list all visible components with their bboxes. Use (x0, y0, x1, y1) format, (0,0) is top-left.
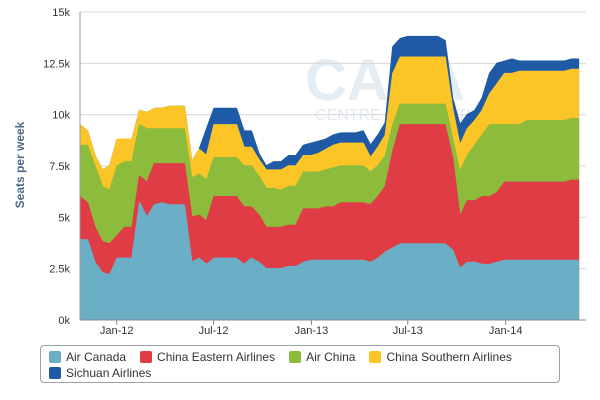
legend: Air Canada China Eastern Airlines Air Chin… (40, 345, 560, 383)
y-tick-label: 12.5k (43, 58, 70, 70)
series-line-0 (80, 202, 580, 276)
y-tick-label: 5k (58, 212, 70, 224)
legend-label: Sichuan Airlines (66, 366, 152, 380)
y-axis-label: Seats per week (13, 121, 27, 208)
legend-swatch (140, 351, 153, 363)
legend-item[interactable]: Air China (289, 349, 355, 365)
series-area-0 (80, 203, 580, 320)
y-axis-ticks: 0k 2.5k 5k 7.5k 10k 12.5k 15k (43, 7, 70, 327)
legend-item[interactable]: China Eastern Airlines (140, 349, 275, 365)
legend-item[interactable]: China Southern Airlines (369, 349, 512, 365)
x-axis-ticks: Jan-12 Jul-12 Jan-13 Jul-13 Jan-14 (100, 320, 523, 337)
x-tick-label: Jan-14 (489, 325, 523, 337)
legend-swatch (369, 351, 382, 363)
axes (79, 12, 586, 321)
y-tick-label: 7.5k (49, 161, 70, 173)
y-tick-label: 2.5k (49, 264, 70, 276)
series-line-2 (80, 103, 580, 192)
legend-swatch (49, 351, 61, 363)
x-tick-label: Jul-12 (199, 325, 229, 337)
legend-label: Air China (306, 350, 356, 364)
x-tick-label: Jul-13 (393, 325, 423, 337)
legend-swatch (289, 351, 302, 363)
series-line-1 (79, 124, 580, 245)
x-tick-label: Jan-12 (100, 325, 134, 337)
y-tick-label: 15k (52, 7, 70, 19)
y-tick-label: 0k (58, 315, 70, 327)
x-tick-label: Jan-13 (295, 325, 329, 337)
legend-item[interactable]: Sichuan Airlines (49, 365, 151, 381)
legend-label: China Southern Airlines (386, 350, 512, 364)
y-tick-label: 10k (52, 110, 70, 122)
series-line-3 (79, 56, 580, 171)
legend-swatch (49, 367, 61, 379)
legend-item[interactable]: Air Canada (49, 349, 126, 365)
legend-label: Air Canada (66, 350, 127, 364)
series-areas (79, 35, 580, 321)
legend-label: China Eastern Airlines (157, 350, 276, 364)
